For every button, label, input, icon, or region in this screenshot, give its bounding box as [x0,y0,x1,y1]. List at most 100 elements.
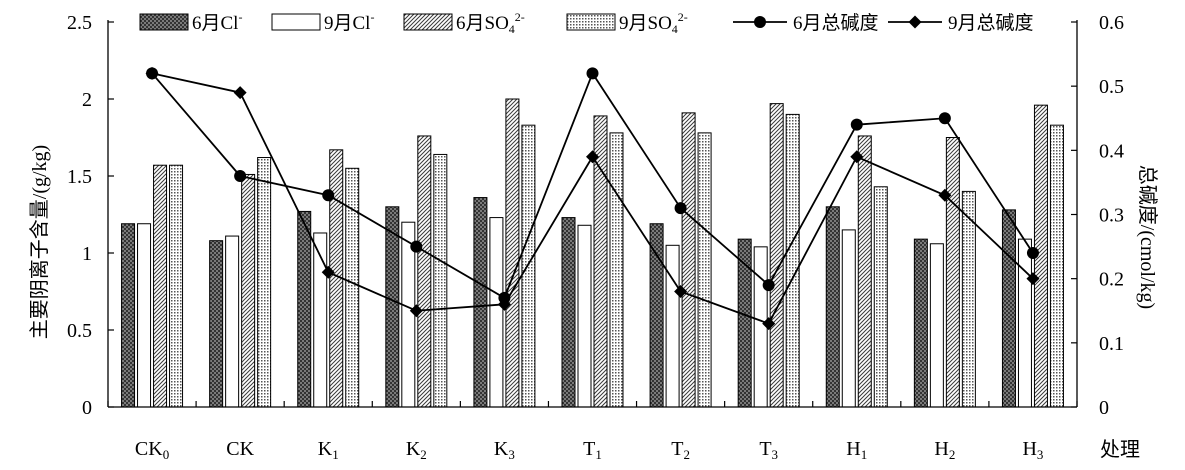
point-circle-CK [234,170,247,182]
y-left-tick-label: 2.5 [67,12,92,34]
point-circle-H1 [850,118,863,131]
point-circle-H2 [938,112,951,125]
bar-2-H2 [929,243,944,408]
bar-3-H1 [857,135,872,408]
bar-2-K3 [489,217,504,408]
bar-2-K1 [313,232,328,408]
point-circle-K1 [322,189,335,202]
point-diamond-K3 [497,297,511,311]
point-diamond-T1 [586,150,599,164]
point-diamond-T3 [762,317,776,331]
bar-3-K3 [505,98,520,408]
y-right-tick-label: 0.2 [1099,269,1124,291]
point-diamond-T2 [674,285,688,298]
bar-4-H1 [873,186,888,408]
bar-1-K3 [473,197,488,408]
x-tick-label-K2: K2 [406,438,427,462]
line-series-1 [151,71,1034,300]
bar-4-T3 [785,113,800,408]
bar-3-H2 [945,137,960,408]
bar-4-CK0 [169,164,184,408]
bars-layer [121,98,1064,408]
x-tick-label-K3: K3 [494,438,515,462]
bar-4-K3 [521,124,536,408]
point-circle-K2 [410,240,423,253]
line-series-2 [151,72,1034,325]
y-right-tick-label: 0.1 [1099,333,1124,355]
point-circle-T1 [586,67,599,80]
bar-2-H1 [841,229,856,408]
bar-4-T1 [609,132,624,408]
bar-1-K2 [385,206,400,408]
bar-2-T1 [577,224,592,408]
axes-layer: 0 0.5 1 1.5 2 2.5 0 0.1 0.2 0.3 0.4 0.5 0.6 CK0 CK K1 K2… [67,12,1124,462]
lines-layer [145,66,1040,331]
y-left-tick-label: 0 [82,397,92,419]
bar-1-T1 [561,217,576,408]
bar-1-T2 [649,223,664,408]
bar-3-K2 [417,135,432,408]
point-circle-H3 [1026,247,1039,259]
y-right-axis-title: 总碱度/(cmol/kg) [1136,165,1159,309]
bar-2-T2 [665,244,680,408]
x-tick-label-T1: T1 [583,438,602,462]
bar-3-T3 [769,103,784,408]
bar-2-T3 [753,246,768,408]
bar-1-H2 [913,238,928,408]
y-right-tick-label: 0.5 [1099,76,1124,98]
point-diamond-H1 [850,150,864,164]
bar-1-H1 [825,206,840,408]
bar-4-T2 [697,132,712,408]
bar-2-CK [225,235,240,408]
y-left-tick-label: 0.5 [67,320,92,342]
bar-4-CK [257,157,272,408]
bar-1-CK0 [121,223,136,408]
x-tick-label-T2: T2 [671,438,690,462]
legend-label-2: 9月Cl- [324,10,374,34]
legend-label-line-2: 9月总碱度 [948,12,1034,34]
y-left-tick-label: 1 [82,243,92,265]
legend-label-3: 6月SO42- [456,10,525,36]
x-tick-label-K1: K1 [318,438,339,462]
y-right-tick-label: 0.6 [1099,12,1124,34]
point-circle-T3 [762,279,775,292]
point-diamond-CK [233,86,247,100]
legend-label-line-1: 6月总碱度 [793,12,879,34]
bar-2-CK0 [137,223,152,408]
point-diamond-K1 [321,265,335,279]
y-right-tick-label: 0 [1099,397,1109,419]
legend-swatch-1 [139,13,189,31]
x-tick-label-H3: H3 [1022,438,1043,462]
y-right-tick-label: 0.4 [1099,140,1124,162]
point-circle-T2 [674,202,687,215]
legend-swatch-2 [271,13,321,31]
x-tick-label-CK0: CK0 [135,438,169,462]
legend-label-4: 9月SO42- [619,10,688,36]
y-left-axis-title: 主要阴离子含量/(g/kg) [28,145,51,339]
bar-2-H3 [1017,238,1032,408]
point-diamond-K2 [409,304,423,318]
point-diamond-CK0 [145,66,159,80]
y-left-tick-label: 1.5 [67,166,92,188]
legend-marker-circle [754,16,766,28]
legend: 6月Cl- 9月Cl- 6月SO42- 9月SO42- 6月总碱度 9月总碱度 [139,10,1034,36]
bar-4-K2 [433,153,448,408]
legend-label-1: 6月Cl- [192,10,242,34]
bar-4-K1 [345,167,360,408]
y-right-tick-label: 0.3 [1099,205,1124,227]
bar-1-H3 [1001,209,1016,408]
bar-4-H2 [961,190,976,408]
x-tick-label-H2: H2 [934,438,955,462]
legend-marker-diamond [908,15,922,29]
x-axis-title: 处理 [1100,438,1140,461]
bar-3-CK [241,173,256,408]
point-diamond-H3 [1026,272,1040,286]
bar-4-H3 [1049,124,1064,408]
bar-1-CK [209,240,224,408]
x-tick-label-H1: H1 [846,438,867,462]
bar-3-CK0 [153,164,168,408]
bar-3-T2 [681,112,696,408]
y-left-tick-label: 2 [82,89,92,111]
x-tick-label-T3: T3 [759,438,778,462]
